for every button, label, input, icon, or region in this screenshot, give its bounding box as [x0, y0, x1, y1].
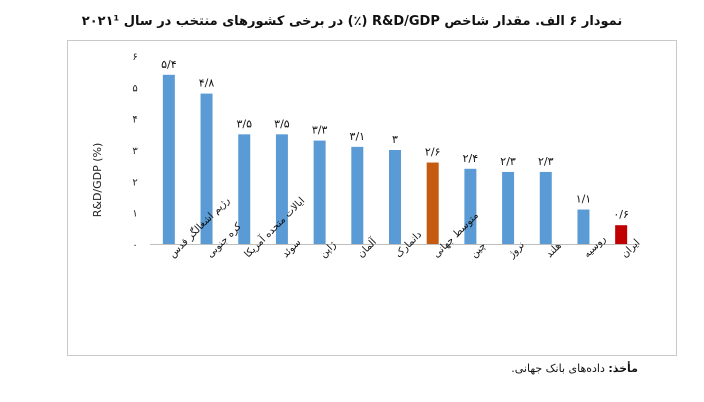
y-axis-label: R&D/GDP (%) [91, 143, 104, 218]
y-tick-label: ۰ [132, 240, 137, 251]
source-note: مأخذ: داده‌های بانک جهانی. [511, 362, 638, 375]
data-label: ۰/۶ [613, 208, 629, 221]
bar [238, 134, 251, 244]
y-tick-label: ۴ [132, 115, 137, 126]
source-label: مأخذ: [608, 362, 638, 375]
data-label: ۱/۱ [576, 193, 592, 206]
y-tick-label: ۶ [132, 52, 137, 63]
data-label: ۳/۳ [312, 124, 328, 137]
bar [464, 168, 477, 244]
y-tick-label: ۱ [132, 209, 137, 220]
data-label: ۳/۵ [236, 117, 252, 130]
y-tick-label: ۲ [132, 177, 137, 188]
data-label: ۴/۸ [199, 77, 215, 90]
data-label: ۲/۶ [425, 146, 441, 159]
data-label: ۳ [392, 133, 398, 146]
source-text: داده‌های بانک جهانی. [511, 362, 605, 375]
chart-title: نمودار ۶ الف. مقدار شاخص R&D/GDP (٪) در … [81, 14, 623, 29]
bar [200, 93, 213, 244]
bar [162, 74, 175, 244]
data-label: ۳/۱ [350, 130, 366, 143]
bar [615, 225, 628, 244]
bar [313, 140, 326, 244]
bar [502, 171, 515, 244]
bar [539, 171, 552, 244]
data-label: ۵/۴ [161, 58, 177, 71]
bar [389, 150, 401, 244]
y-tick-label: ۵ [132, 83, 137, 94]
data-label: ۲/۳ [500, 155, 516, 168]
data-label: ۳/۵ [274, 117, 290, 130]
bar [426, 162, 439, 244]
bars [162, 74, 628, 244]
data-labels: ۵/۴ ۴/۸ ۳/۵ ۳/۵ ۳/۳ ۳/۱ ۳ ۲/۶ ۲/۴ ۲/۳ ۲/۳ ۱/۱ ۰/۶ [161, 58, 629, 221]
data-label: ۲/۳ [538, 155, 554, 168]
bar [275, 134, 288, 244]
bar [351, 146, 364, 244]
y-axis-ticks: ۰ ۱ ۲ ۳ ۴ ۵ ۶ [132, 52, 138, 251]
data-label: ۲/۴ [463, 152, 479, 165]
chart-frame [67, 40, 677, 356]
y-tick-label: ۳ [132, 146, 138, 157]
bar [577, 209, 590, 244]
